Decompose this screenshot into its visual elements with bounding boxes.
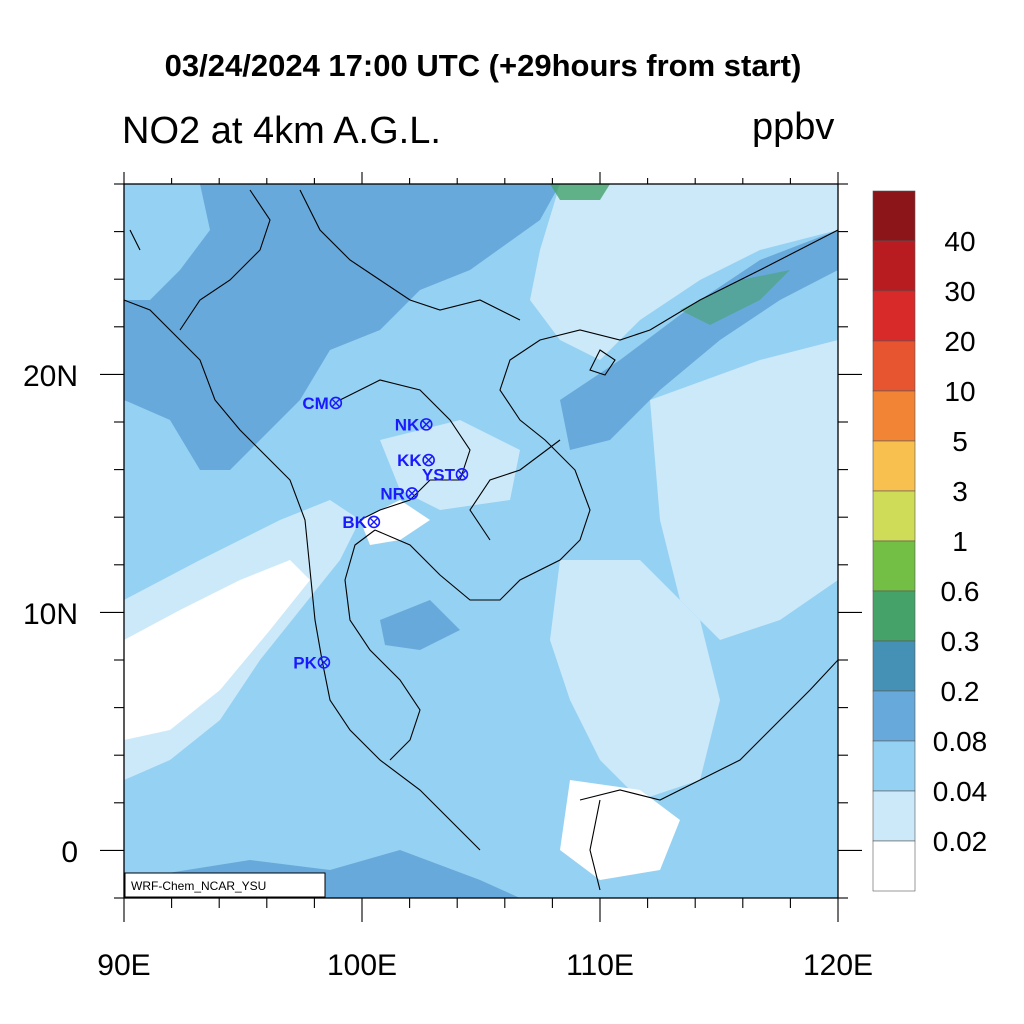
color-bar-swatch (872, 490, 916, 542)
station-cm: CM (302, 394, 343, 413)
axis-ticks (100, 172, 862, 922)
variable-subtitle: NO2 at 4km A.G.L. (122, 110, 441, 152)
color-bar-label: 5 (952, 426, 968, 457)
no2-concentration-field (124, 184, 838, 898)
color-bar-swatch (872, 840, 916, 892)
station-cross (319, 657, 329, 667)
color-bar-label: 10 (944, 376, 975, 407)
color-bar-label: 0.2 (941, 676, 980, 707)
station-marker-icon (422, 453, 435, 467)
color-bar-label: 40 (944, 226, 975, 257)
station-label: PK (293, 653, 317, 672)
x-tick-label: 90E (97, 949, 150, 982)
chart-title: 03/24/2024 17:00 UTC (+29hours from star… (164, 48, 802, 83)
color-bar-swatch (872, 340, 916, 392)
color-bar-swatch (872, 240, 916, 292)
color-bar-swatch (872, 190, 916, 242)
station-marker-icon (329, 396, 343, 410)
color-bar-swatch (872, 440, 916, 492)
station-kk: KK (397, 451, 435, 470)
station-yst: YST (422, 465, 469, 484)
station-cross (421, 419, 431, 429)
station-marker-icon (419, 418, 433, 431)
station-pk: PK (293, 653, 331, 672)
color-bar-label: 20 (944, 326, 975, 357)
color-bar-swatch (872, 790, 916, 842)
color-bar-swatch (872, 740, 916, 792)
color-bar-label: 1 (952, 526, 968, 557)
station-cross (331, 398, 341, 408)
station-marker-icon (455, 468, 469, 481)
station-cross (407, 489, 417, 498)
station-nk: NK (395, 415, 433, 434)
station-label: NK (395, 415, 420, 434)
color-bar: 40 30 20 10 5 3 1 0.6 0.3 0.2 0.08 0.04 0.02 (872, 190, 988, 892)
color-bar-swatch (872, 690, 916, 742)
units-label: ppbv (752, 106, 835, 148)
color-bar-swatch (872, 590, 916, 642)
color-bar-swatch (872, 390, 916, 442)
station-label: KK (397, 451, 422, 470)
y-tick-label: 20N (23, 360, 78, 393)
station-bk: BK (342, 513, 381, 532)
station-cross (457, 469, 467, 479)
color-bar-label: 0.02 (933, 826, 988, 857)
station-marker-icon (367, 515, 381, 529)
color-bar-label: 0.08 (933, 726, 988, 757)
y-tick-label: 10N (23, 598, 78, 631)
x-tick-label: 120E (803, 949, 873, 982)
station-label: CM (302, 394, 328, 413)
x-axis-labels: 90E 100E 110E 120E (97, 949, 873, 982)
color-bar-label: 0.04 (933, 776, 988, 807)
station-cross (424, 455, 434, 465)
x-tick-label: 110E (566, 949, 634, 982)
station-marker-icon (317, 656, 331, 669)
y-axis-labels: 20N 10N 0 (23, 360, 78, 869)
station-marker-icon (405, 487, 419, 500)
station-label: BK (342, 513, 367, 532)
color-bar-label: 3 (952, 476, 968, 507)
color-bar-swatch (872, 640, 916, 692)
coastline-and-borders (124, 189, 838, 891)
station-nr: NR (380, 484, 419, 503)
color-bar-label: 30 (944, 276, 975, 307)
station-label: NR (380, 484, 405, 503)
model-credit-box: WRF-Chem_NCAR_YSU (124, 872, 326, 898)
y-tick-label: 0 (61, 836, 78, 869)
plot-frame (123, 183, 839, 899)
station-label: YST (422, 465, 456, 484)
color-bar-swatch (872, 290, 916, 342)
model-credit: WRF-Chem_NCAR_YSU (131, 879, 266, 893)
color-bar-label: 0.3 (941, 626, 980, 657)
color-bar-swatch (872, 540, 916, 592)
x-tick-label: 100E (327, 949, 397, 982)
station-cross (369, 517, 379, 527)
color-bar-label: 0.6 (941, 576, 980, 607)
